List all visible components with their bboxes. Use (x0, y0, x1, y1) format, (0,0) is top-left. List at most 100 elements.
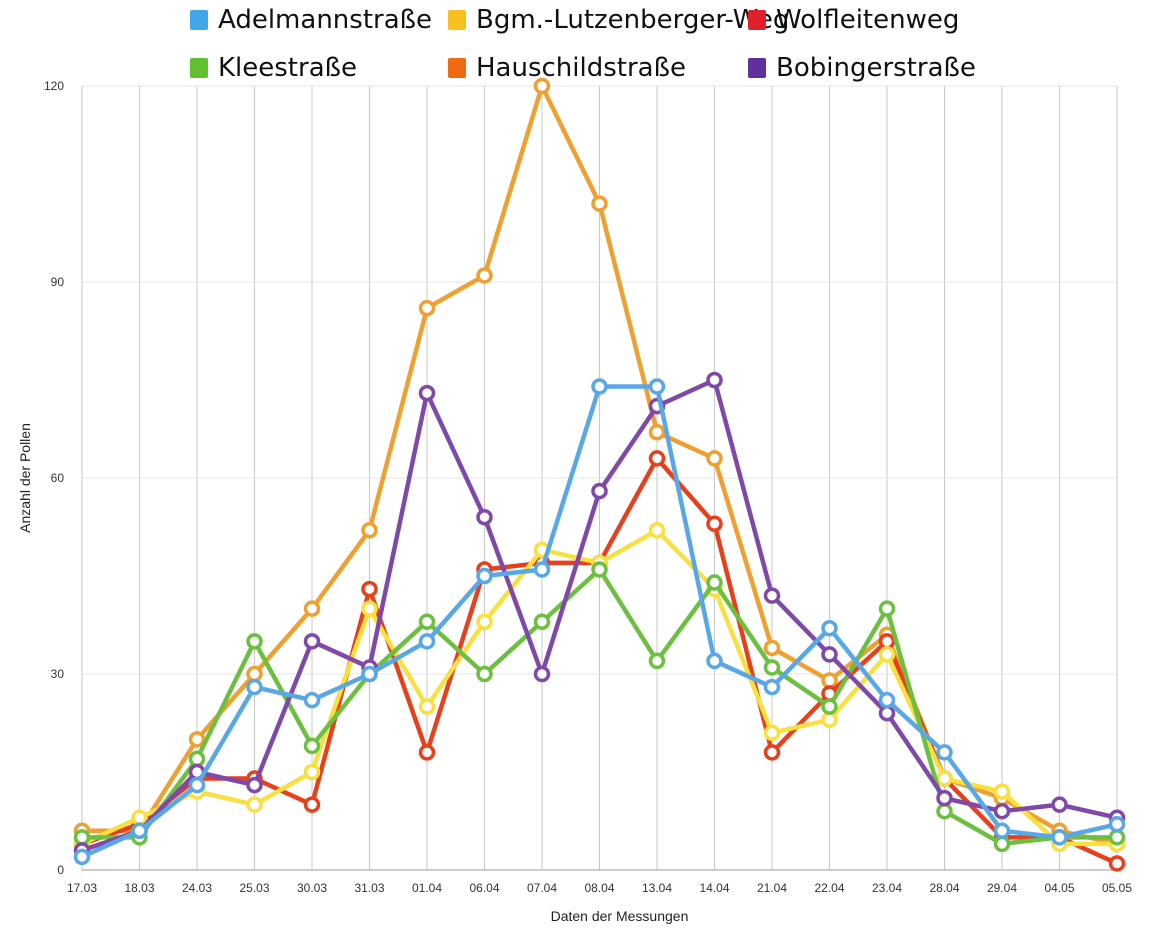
legend-item-wolfleitenweg: Wolfleitenweg (748, 5, 959, 35)
data-point-adelmannstrasse (706, 652, 723, 670)
legend-label: Bobingerstraße (776, 53, 976, 83)
legend-swatch (748, 10, 766, 30)
data-point-adelmannstrasse (993, 822, 1011, 840)
x-tick-label: 04.05 (1044, 881, 1074, 895)
data-point-bobingerstrasse (993, 802, 1011, 820)
data-point-wolfleitenweg (878, 633, 896, 650)
data-point-bobingerstrasse (418, 384, 436, 402)
legend-swatch (190, 10, 208, 30)
legend-swatch (448, 58, 466, 78)
data-point-bgm-lutzenberger-weg (821, 711, 838, 728)
series-layer (73, 77, 1126, 872)
data-point-kleestrasse (591, 561, 608, 578)
data-point-wolfleitenweg (648, 450, 666, 467)
data-point-adelmannstrasse (418, 633, 436, 650)
data-point-bobingerstrasse (936, 789, 953, 807)
data-point-kleestrasse (476, 665, 493, 683)
data-point-wolfleitenweg (763, 744, 781, 761)
data-point-kleestrasse (648, 652, 666, 670)
data-point-hauschildstrasse (533, 77, 551, 95)
legend-item-bobingerstrasse: Bobingerstraße (748, 53, 976, 83)
x-tick-label: 28.04 (929, 881, 959, 895)
series-bobingerstrasse (73, 371, 1126, 859)
data-point-wolfleitenweg (418, 744, 436, 761)
data-point-adelmannstrasse (1108, 816, 1126, 833)
x-tick-label: 13.04 (642, 881, 672, 895)
data-point-bgm-lutzenberger-weg (936, 770, 953, 787)
data-point-kleestrasse (73, 829, 91, 846)
data-point-bobingerstrasse (1051, 796, 1068, 813)
legend-label: Wolfleitenweg (776, 5, 959, 35)
data-point-bgm-lutzenberger-weg (361, 600, 378, 617)
data-point-bgm-lutzenberger-weg (131, 809, 148, 826)
x-tick-label: 29.04 (987, 881, 1017, 895)
legend-item-kleestrasse: Kleestraße (190, 53, 357, 83)
x-tick-label: 07.04 (527, 881, 557, 895)
data-point-kleestrasse (821, 698, 838, 715)
y-tick-label: 90 (51, 275, 65, 289)
data-point-bgm-lutzenberger-weg (993, 783, 1011, 800)
data-point-hauschildstrasse (706, 450, 723, 467)
x-tick-label: 21.04 (757, 881, 787, 895)
x-tick-label: 24.03 (182, 881, 212, 895)
data-point-hauschildstrasse (188, 731, 206, 748)
y-tick-label: 30 (51, 667, 65, 681)
data-point-adelmannstrasse (246, 678, 263, 696)
data-point-adelmannstrasse (361, 665, 378, 683)
data-point-bobingerstrasse (303, 633, 321, 650)
data-point-kleestrasse (706, 574, 723, 591)
x-tick-label: 08.04 (584, 881, 614, 895)
data-point-bgm-lutzenberger-weg (878, 646, 896, 663)
data-point-hauschildstrasse (591, 195, 608, 212)
data-point-bobingerstrasse (533, 665, 551, 683)
data-point-hauschildstrasse (303, 600, 321, 617)
x-tick-label: 22.04 (814, 881, 844, 895)
data-point-adelmannstrasse (188, 776, 206, 794)
y-tick-label: 60 (51, 471, 65, 485)
data-point-kleestrasse (936, 802, 953, 820)
data-point-hauschildstrasse (648, 424, 666, 441)
legend-label: Adelmannstraße (218, 5, 432, 35)
data-point-kleestrasse (878, 600, 896, 617)
data-point-kleestrasse (1108, 829, 1126, 846)
data-point-bgm-lutzenberger-weg (303, 763, 321, 781)
data-point-adelmannstrasse (878, 691, 896, 709)
data-point-adelmannstrasse (303, 691, 321, 709)
data-point-bgm-lutzenberger-weg (418, 698, 436, 715)
legend-swatch (190, 58, 208, 78)
data-point-bobingerstrasse (878, 704, 896, 722)
data-point-kleestrasse (763, 659, 781, 676)
x-tick-label: 17.03 (67, 881, 97, 895)
legend-swatch (448, 10, 466, 30)
legend-label: Kleestraße (218, 53, 357, 83)
data-point-wolfleitenweg (1108, 855, 1126, 872)
data-point-hauschildstrasse (821, 672, 838, 689)
legend-item-adelmannstrasse: Adelmannstraße (190, 5, 432, 35)
data-point-adelmannstrasse (73, 848, 91, 866)
x-tick-label: 06.04 (469, 881, 499, 895)
data-point-bobingerstrasse (706, 371, 723, 389)
data-point-hauschildstrasse (763, 639, 781, 657)
x-tick-label: 14.04 (699, 881, 729, 895)
data-point-kleestrasse (303, 737, 321, 755)
x-tick-label: 01.04 (412, 881, 442, 895)
data-point-adelmannstrasse (476, 567, 493, 585)
data-point-adelmannstrasse (533, 561, 551, 578)
x-tick-label: 31.03 (354, 881, 384, 895)
grid-layer (81, 85, 1118, 871)
data-point-kleestrasse (533, 613, 551, 630)
data-point-adelmannstrasse (648, 378, 666, 395)
data-point-adelmannstrasse (821, 620, 838, 637)
data-point-wolfleitenweg (361, 580, 378, 598)
data-point-bgm-lutzenberger-weg (648, 522, 666, 539)
data-point-hauschildstrasse (418, 299, 436, 317)
data-point-bgm-lutzenberger-weg (763, 724, 781, 742)
data-point-bobingerstrasse (821, 646, 838, 663)
data-point-wolfleitenweg (303, 796, 321, 813)
data-point-bgm-lutzenberger-weg (246, 796, 263, 813)
axis-layer: 17.03 18.03 24.03 25.03 30.03 31.03 01.04 06.04… (44, 79, 1132, 895)
data-point-kleestrasse (993, 835, 1011, 853)
data-point-kleestrasse (246, 633, 263, 650)
data-point-bobingerstrasse (476, 508, 493, 526)
